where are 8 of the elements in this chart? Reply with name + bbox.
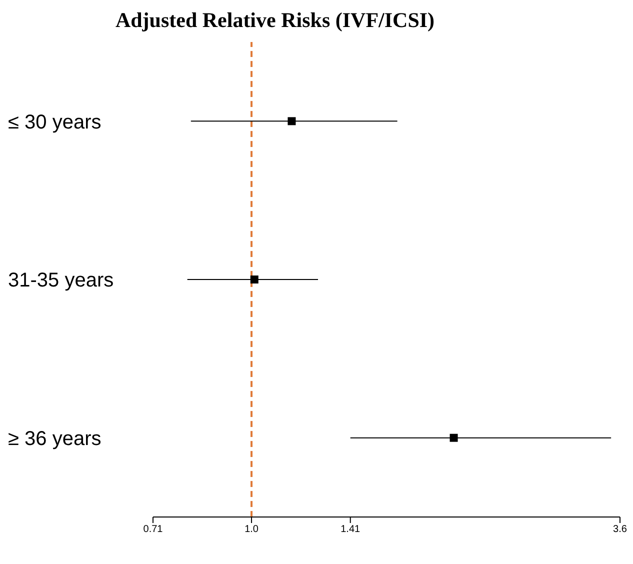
chart-title: Adjusted Relative Risks (IVF/ICSI) xyxy=(114,8,436,33)
x-tick-label: 1.41 xyxy=(340,524,361,536)
x-tick-label: 0.71 xyxy=(143,524,164,536)
y-tick-label: 31-35 years xyxy=(8,270,114,292)
x-tick-label: 1.0 xyxy=(244,524,259,536)
x-tick-label: 3.6 xyxy=(613,524,628,536)
y-tick-label: ≥ 36 years xyxy=(8,428,102,450)
y-tick-label: ≤ 30 years xyxy=(8,111,102,134)
